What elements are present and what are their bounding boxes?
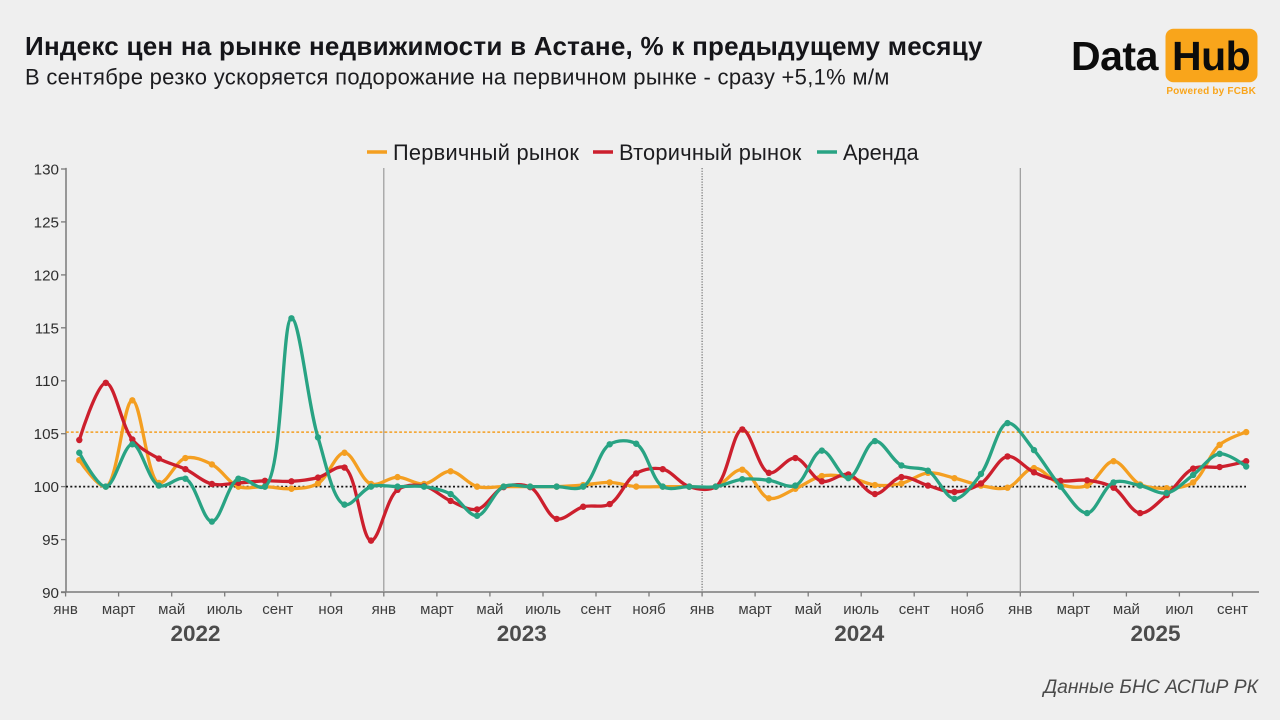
svg-text:июль: июль bbox=[525, 601, 561, 618]
svg-text:май: май bbox=[795, 601, 822, 618]
svg-text:125: 125 bbox=[34, 214, 59, 231]
svg-text:В сентябре резко ускоряется по: В сентябре резко ускоряется подорожание … bbox=[25, 65, 890, 90]
svg-text:июль: июль bbox=[207, 601, 243, 618]
svg-text:2022: 2022 bbox=[170, 621, 220, 646]
svg-text:июл: июл bbox=[1165, 601, 1193, 618]
svg-text:Hub: Hub bbox=[1172, 33, 1250, 79]
svg-text:май: май bbox=[158, 601, 185, 618]
svg-text:Первичный рынок: Первичный рынок bbox=[393, 140, 579, 165]
svg-text:2024: 2024 bbox=[834, 621, 885, 646]
svg-text:янв: янв bbox=[1008, 601, 1032, 618]
svg-text:март: март bbox=[1057, 601, 1091, 618]
svg-text:сент: сент bbox=[1217, 601, 1248, 618]
svg-text:сент: сент bbox=[899, 601, 930, 618]
svg-text:Аренда: Аренда bbox=[843, 140, 920, 165]
svg-text:янв: янв bbox=[372, 601, 396, 618]
svg-text:нояб: нояб bbox=[951, 601, 984, 618]
svg-text:90: 90 bbox=[42, 585, 59, 602]
svg-text:130: 130 bbox=[34, 162, 59, 179]
svg-text:Индекс цен на рынке недвижимос: Индекс цен на рынке недвижимости в Астан… bbox=[25, 31, 983, 61]
svg-text:110: 110 bbox=[35, 373, 59, 390]
svg-text:Данные БНС АСПиР РК: Данные БНС АСПиР РК bbox=[1042, 677, 1260, 698]
svg-text:115: 115 bbox=[35, 320, 59, 337]
svg-text:март: март bbox=[420, 601, 454, 618]
svg-text:март: март bbox=[738, 601, 772, 618]
svg-text:Вторичный рынок: Вторичный рынок bbox=[619, 140, 802, 165]
svg-text:ноя: ноя bbox=[318, 601, 343, 618]
svg-text:янв: янв bbox=[690, 601, 714, 618]
svg-text:2025: 2025 bbox=[1130, 621, 1180, 646]
svg-text:май: май bbox=[1113, 601, 1140, 618]
svg-text:100: 100 bbox=[34, 479, 59, 496]
svg-text:105: 105 bbox=[34, 426, 59, 443]
svg-text:2023: 2023 bbox=[497, 621, 547, 646]
svg-text:Data: Data bbox=[1071, 33, 1160, 79]
svg-text:Powered by FCBK: Powered by FCBK bbox=[1166, 86, 1256, 97]
svg-text:сент: сент bbox=[581, 601, 612, 618]
svg-text:120: 120 bbox=[34, 267, 59, 284]
svg-text:май: май bbox=[476, 601, 503, 618]
svg-text:нояб: нояб bbox=[632, 601, 665, 618]
svg-text:95: 95 bbox=[42, 532, 59, 549]
svg-text:июль: июль bbox=[843, 601, 879, 618]
svg-text:сент: сент bbox=[262, 601, 293, 618]
svg-text:март: март bbox=[102, 601, 136, 618]
svg-text:янв: янв bbox=[53, 601, 77, 618]
